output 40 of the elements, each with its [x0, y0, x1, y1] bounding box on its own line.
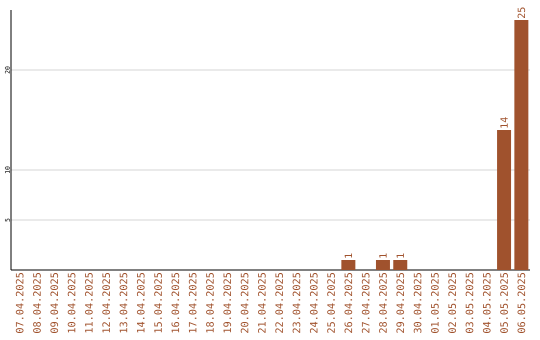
bar — [393, 260, 408, 270]
x-tick-label: 04.05.2025 — [482, 273, 491, 333]
x-tick-label: 03.05.2025 — [466, 273, 474, 333]
x-tick-label: 05.05.2025 — [500, 273, 508, 333]
x-tick-label: 28.04.2025 — [379, 273, 387, 333]
data-label: 1 — [396, 253, 404, 258]
x-tick-label: 13.04.2025 — [120, 273, 128, 332]
x-tick-label: 23.04.2025 — [292, 273, 300, 333]
x-tick-label: 20.04.2025 — [240, 273, 248, 333]
x-tick-label: 29.04.2025 — [396, 273, 404, 333]
data-label: 1 — [379, 253, 387, 258]
bar — [497, 130, 512, 270]
x-tick-label: 02.05.2025 — [448, 273, 456, 333]
x-tick-label: 16.04.2025 — [172, 273, 180, 332]
x-tick-label: 07.04.2025 — [16, 273, 24, 333]
x-tick-label: 27.04.2025 — [362, 273, 370, 333]
x-tick-label: 09.04.2025 — [50, 273, 58, 333]
x-tick-label: 26.04.2025 — [344, 273, 352, 333]
x-tick-label: 14.04.2025 — [136, 273, 145, 332]
x-tick-label: 21.04.2025 — [258, 273, 266, 333]
data-label: 14 — [500, 117, 508, 128]
data-label: 1 — [344, 253, 352, 258]
bar — [341, 260, 356, 270]
data-label: 25 — [518, 8, 526, 18]
bar — [376, 260, 390, 270]
x-tick-label: 12.04.2025 — [102, 273, 110, 332]
x-tick-label: 06.05.2025 — [518, 273, 526, 333]
x-tick-label: 24.04.2025 — [310, 273, 318, 333]
x-tick-label: 11.04.2025 — [85, 273, 93, 332]
bar — [514, 20, 528, 270]
x-tick-label: 15.04.2025 — [154, 273, 162, 332]
x-tick-label: 18.04.2025 — [206, 273, 214, 332]
x-tick-label: 08.04.2025 — [33, 273, 41, 333]
x-tick-label: 30.04.2025 — [414, 273, 422, 333]
x-tick-label: 17.04.2025 — [188, 273, 197, 332]
x-tick-label: 25.04.2025 — [327, 273, 335, 333]
x-tick-label: 01.05.2025 — [431, 273, 439, 333]
x-tick-label: 10.04.2025 — [68, 273, 76, 332]
x-tick-label: 22.04.2025 — [275, 273, 284, 333]
x-tick-label: 19.04.2025 — [223, 273, 232, 332]
